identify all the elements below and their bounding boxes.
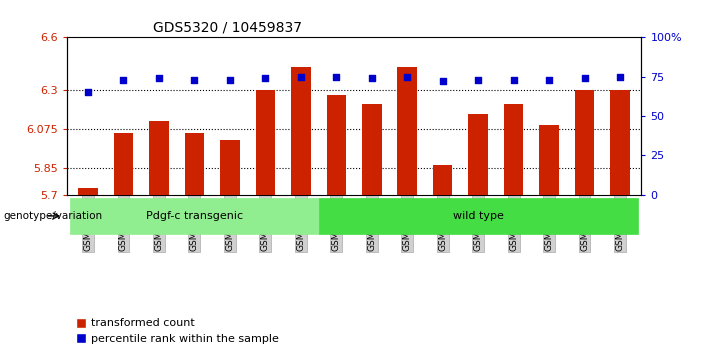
Point <box>402 74 413 79</box>
Point <box>331 74 342 79</box>
Bar <box>78 188 97 195</box>
Text: genotype/variation: genotype/variation <box>4 211 102 221</box>
Bar <box>468 114 488 195</box>
Point <box>543 77 554 82</box>
Bar <box>114 133 133 195</box>
Bar <box>256 90 275 195</box>
Point <box>295 74 306 79</box>
Point <box>118 77 129 82</box>
Bar <box>184 133 204 195</box>
Point <box>508 77 519 82</box>
Bar <box>575 90 594 195</box>
Bar <box>539 125 559 195</box>
Bar <box>397 67 417 195</box>
Bar <box>327 95 346 195</box>
Point <box>615 74 626 79</box>
Text: Pdgf-c transgenic: Pdgf-c transgenic <box>146 211 243 221</box>
Point <box>224 77 236 82</box>
Bar <box>149 121 169 195</box>
Point <box>437 79 449 84</box>
Point <box>366 75 377 81</box>
Bar <box>433 165 452 195</box>
Bar <box>291 67 311 195</box>
Point <box>189 77 200 82</box>
Bar <box>220 141 240 195</box>
Legend: transformed count, percentile rank within the sample: transformed count, percentile rank withi… <box>72 314 283 348</box>
Point <box>154 75 165 81</box>
Bar <box>362 104 381 195</box>
Text: GDS5320 / 10459837: GDS5320 / 10459837 <box>153 21 302 35</box>
Point <box>259 75 271 81</box>
Point <box>82 90 93 95</box>
Text: wild type: wild type <box>453 211 503 221</box>
Bar <box>611 90 630 195</box>
Bar <box>504 104 524 195</box>
Point <box>579 75 590 81</box>
Point <box>472 77 484 82</box>
